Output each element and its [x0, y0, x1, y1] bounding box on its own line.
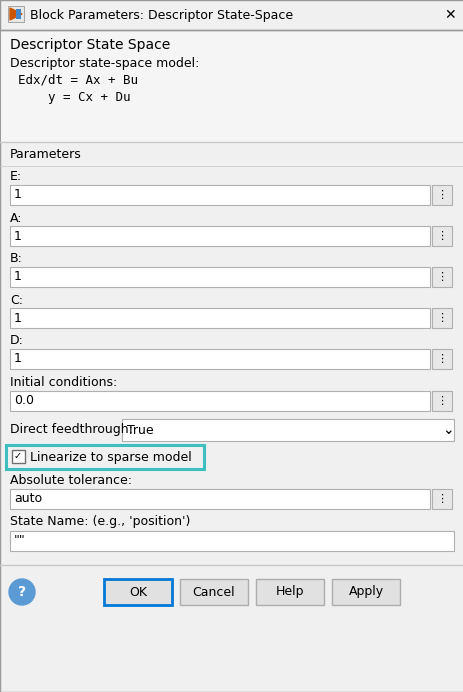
FancyBboxPatch shape — [180, 579, 247, 605]
Text: True: True — [127, 424, 153, 437]
FancyBboxPatch shape — [431, 349, 451, 369]
FancyBboxPatch shape — [1, 30, 462, 142]
FancyBboxPatch shape — [10, 489, 429, 509]
Text: Parameters: Parameters — [10, 147, 81, 161]
Text: 1: 1 — [14, 311, 22, 325]
Text: C:: C: — [10, 293, 23, 307]
Text: 1: 1 — [14, 352, 22, 365]
Text: Help: Help — [275, 585, 304, 599]
FancyBboxPatch shape — [10, 226, 429, 246]
Text: OK: OK — [129, 585, 147, 599]
Text: y = Cx + Du: y = Cx + Du — [18, 91, 130, 104]
Text: Block Parameters: Descriptor State-Space: Block Parameters: Descriptor State-Space — [30, 8, 293, 21]
Text: ⋮: ⋮ — [436, 354, 447, 364]
Polygon shape — [10, 8, 22, 20]
Text: A:: A: — [10, 212, 22, 224]
Text: ⋮: ⋮ — [436, 396, 447, 406]
Text: ⋮: ⋮ — [436, 494, 447, 504]
FancyBboxPatch shape — [10, 531, 453, 551]
Text: ?: ? — [18, 585, 26, 599]
Text: Initial conditions:: Initial conditions: — [10, 376, 117, 388]
Text: B:: B: — [10, 253, 23, 266]
FancyBboxPatch shape — [10, 349, 429, 369]
Circle shape — [9, 579, 35, 605]
Text: Descriptor state-space model:: Descriptor state-space model: — [10, 57, 199, 69]
FancyBboxPatch shape — [431, 185, 451, 205]
Text: ✕: ✕ — [443, 8, 455, 22]
Text: 0.0: 0.0 — [14, 394, 34, 408]
Text: auto: auto — [14, 493, 42, 505]
FancyBboxPatch shape — [8, 6, 24, 22]
Text: Linearize to sparse model: Linearize to sparse model — [30, 450, 191, 464]
Text: Apply: Apply — [348, 585, 383, 599]
FancyBboxPatch shape — [104, 579, 172, 605]
Text: Descriptor State Space: Descriptor State Space — [10, 38, 170, 52]
Text: ⋮: ⋮ — [436, 313, 447, 323]
FancyBboxPatch shape — [10, 391, 429, 411]
FancyBboxPatch shape — [10, 267, 429, 287]
FancyBboxPatch shape — [431, 391, 451, 411]
FancyBboxPatch shape — [12, 450, 25, 463]
FancyBboxPatch shape — [10, 308, 429, 328]
Text: ⋮: ⋮ — [436, 190, 447, 200]
FancyBboxPatch shape — [0, 0, 463, 30]
FancyBboxPatch shape — [332, 579, 399, 605]
FancyBboxPatch shape — [10, 185, 429, 205]
FancyBboxPatch shape — [431, 308, 451, 328]
Text: ⌄: ⌄ — [441, 423, 453, 437]
Text: State Name: (e.g., 'position'): State Name: (e.g., 'position') — [10, 516, 190, 529]
Text: 1: 1 — [14, 230, 22, 242]
FancyBboxPatch shape — [16, 9, 21, 19]
Text: 1: 1 — [14, 188, 22, 201]
Text: Absolute tolerance:: Absolute tolerance: — [10, 473, 131, 486]
FancyBboxPatch shape — [431, 226, 451, 246]
FancyBboxPatch shape — [431, 489, 451, 509]
FancyBboxPatch shape — [122, 419, 453, 441]
Text: Edx/dt = Ax + Bu: Edx/dt = Ax + Bu — [18, 73, 138, 86]
Text: "": "" — [14, 534, 25, 547]
Text: Direct feedthrough:: Direct feedthrough: — [10, 423, 132, 435]
Text: D:: D: — [10, 334, 24, 347]
Text: 1: 1 — [14, 271, 22, 284]
Text: ⋮: ⋮ — [436, 272, 447, 282]
FancyBboxPatch shape — [431, 267, 451, 287]
Text: E:: E: — [10, 170, 22, 183]
Text: Cancel: Cancel — [192, 585, 235, 599]
FancyBboxPatch shape — [256, 579, 323, 605]
Text: ✓: ✓ — [14, 451, 22, 461]
Text: ⋮: ⋮ — [436, 231, 447, 241]
